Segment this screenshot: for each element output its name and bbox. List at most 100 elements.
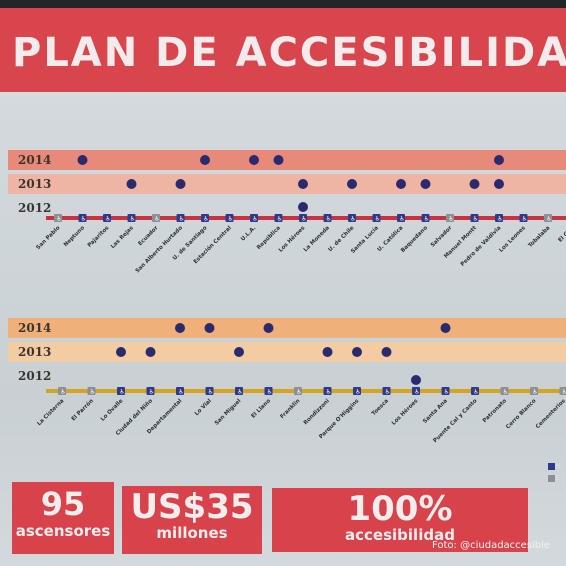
- line-2-wheelchair-icon: ♿: [532, 389, 537, 396]
- line-2-station-label: Toesca: [371, 398, 390, 417]
- photo-top-edge: [0, 0, 566, 8]
- line-1-station-label: San Pablo: [35, 225, 61, 251]
- line-2-upgrade-dot-2013: [352, 347, 362, 357]
- line-2-wheelchair-icon: ♿: [503, 389, 508, 396]
- line-1-station-label: República: [255, 224, 282, 251]
- line-2-upgrade-dot-2014: [175, 323, 185, 333]
- line-2-upgrade-dot-2014: [263, 323, 274, 333]
- line-2-wheelchair-icon: ♿: [296, 389, 301, 396]
- line-1-wheelchair-icon: ♿: [203, 216, 208, 223]
- line-2-station-icon: [530, 387, 538, 395]
- line-1-wheelchair-icon: ♿: [130, 216, 135, 223]
- line-1-wheelchair-icon: ♿: [154, 216, 159, 223]
- line-1-wheelchair-icon: ♿: [399, 216, 404, 223]
- line-2-station-icon: [382, 387, 391, 395]
- line-2-station-icon: [87, 387, 96, 395]
- line-2-station-label: Patronato: [482, 398, 508, 424]
- line-1-station-icon: [519, 214, 528, 222]
- line-1-wheelchair-icon: ♿: [326, 216, 331, 223]
- line-1-station-icon: [372, 214, 381, 222]
- line-1-station-label: San Alberto Hurtado: [135, 225, 184, 274]
- line-2-wheelchair-icon: ♿: [267, 389, 272, 396]
- line-1-station-icon: [78, 214, 87, 222]
- line-1-upgrade-dot-2012: [298, 202, 308, 212]
- line-2-station-label: El Llano: [250, 398, 272, 420]
- line-2-upgrade-dot-2013: [234, 347, 244, 357]
- line-1-wheelchair-icon: ♿: [56, 216, 61, 223]
- line-1-station-label: Las Rejas: [110, 225, 135, 250]
- line-2-wheelchair-icon: ♿: [60, 389, 65, 396]
- line-1-wheelchair-icon: ♿: [105, 216, 110, 223]
- line-1-band-2014: [8, 150, 566, 170]
- line-1-wheelchair-icon: ♿: [179, 216, 184, 223]
- legend-item-1-label: N: [555, 462, 561, 470]
- line-2-track: [46, 389, 566, 393]
- stat-elevators-number: 95: [40, 485, 86, 523]
- stat-accessibility: 100% accesibilidad: [272, 488, 528, 552]
- line-2-wheelchair-icon: ♿: [326, 389, 331, 396]
- line-1-station-icon: [250, 214, 258, 222]
- line-1-station-icon: [201, 214, 209, 222]
- line-1-station-label: Ecuador: [137, 225, 159, 247]
- line-2-wheelchair-icon: ♿: [208, 389, 213, 396]
- line-2-wheelchair-icon: ♿: [414, 389, 419, 396]
- line-2-station-label: Cerro Blanco: [505, 398, 537, 430]
- line-1-upgrade-dot-2014: [249, 155, 259, 165]
- line-2-wheelchair-icon: ♿: [473, 389, 478, 396]
- line-1-wheelchair-icon: ♿: [375, 216, 380, 223]
- legend-item-2-label: E: [555, 474, 560, 482]
- line-2-wheelchair-icon: ♿: [385, 389, 390, 396]
- line-2-station-label: El Parrón: [70, 397, 95, 422]
- line-2-band-2013: [8, 342, 566, 362]
- line-2-station-icon: [500, 387, 509, 395]
- line-2-wheelchair-icon: ♿: [149, 389, 154, 396]
- line-1-station-icon: [54, 214, 62, 222]
- line-2-station-icon: [264, 387, 273, 395]
- line-2-station-label: Los Héroes: [390, 397, 420, 427]
- line-2-station-icon: [559, 387, 566, 395]
- line-2-upgrade-dot-2014: [204, 323, 215, 333]
- stat-accessibility-caption: accesibilidad: [345, 526, 455, 544]
- line-1-station-icon: [127, 214, 136, 222]
- line-1-station-icon: [397, 214, 405, 222]
- line-2-station-icon: [176, 387, 184, 395]
- legend-item-1: N: [548, 462, 566, 472]
- line-1-band-2013: [8, 174, 566, 194]
- line-1-wheelchair-icon: ♿: [473, 216, 478, 223]
- line-1-station-icon: [495, 214, 503, 222]
- line-1-upgrade-dot-2013: [126, 179, 137, 189]
- line-1-station-label: Pajaritos: [87, 225, 111, 249]
- line-2-wheelchair-icon: ♿: [444, 389, 449, 396]
- line-1-station-label: U.L.A.: [240, 225, 257, 242]
- line-2-station-label: Lo Ovalle: [100, 398, 125, 423]
- line-1-station-label: Los Leones: [498, 225, 527, 254]
- stat-budget: US$35 millones: [122, 486, 262, 554]
- line-2-year-label-2014: 2014: [18, 321, 51, 335]
- stat-elevators: 95 ascensores: [12, 482, 114, 554]
- poster-title: PLAN DE ACCESIBILIDAD: [12, 30, 566, 76]
- line-1-upgrade-dot-2013: [175, 179, 186, 189]
- line-2-year-label-2012: 2012: [18, 369, 51, 383]
- line-2-year-label-2013: 2013: [18, 345, 51, 359]
- line-1-station-icon: [348, 214, 356, 222]
- line-1-wheelchair-icon: ♿: [546, 216, 551, 223]
- line-1-station-icon: [274, 214, 283, 222]
- line-1-station-icon: [225, 214, 234, 222]
- line-2-station-icon: [294, 387, 302, 395]
- line-2-station-icon: [58, 387, 66, 395]
- line-1-upgrade-dot-2013: [494, 179, 504, 189]
- line-1-station-icon: [323, 214, 332, 222]
- line-2-band-2014: [8, 318, 566, 338]
- line-2-station-icon: [205, 387, 214, 395]
- line-2-upgrade-dot-2013: [145, 347, 156, 357]
- line-1-upgrade-dot-2014: [494, 155, 504, 165]
- line-2-wheelchair-icon: ♿: [355, 389, 360, 396]
- line-1-wheelchair-icon: ♿: [448, 216, 453, 223]
- line-2-station-icon: [323, 387, 332, 395]
- legend-pending-swatch: [548, 474, 555, 482]
- line-1-year-label-2013: 2013: [18, 177, 51, 191]
- line-2-station-icon: [441, 387, 450, 395]
- line-2-upgrade-dot-2013: [381, 347, 392, 357]
